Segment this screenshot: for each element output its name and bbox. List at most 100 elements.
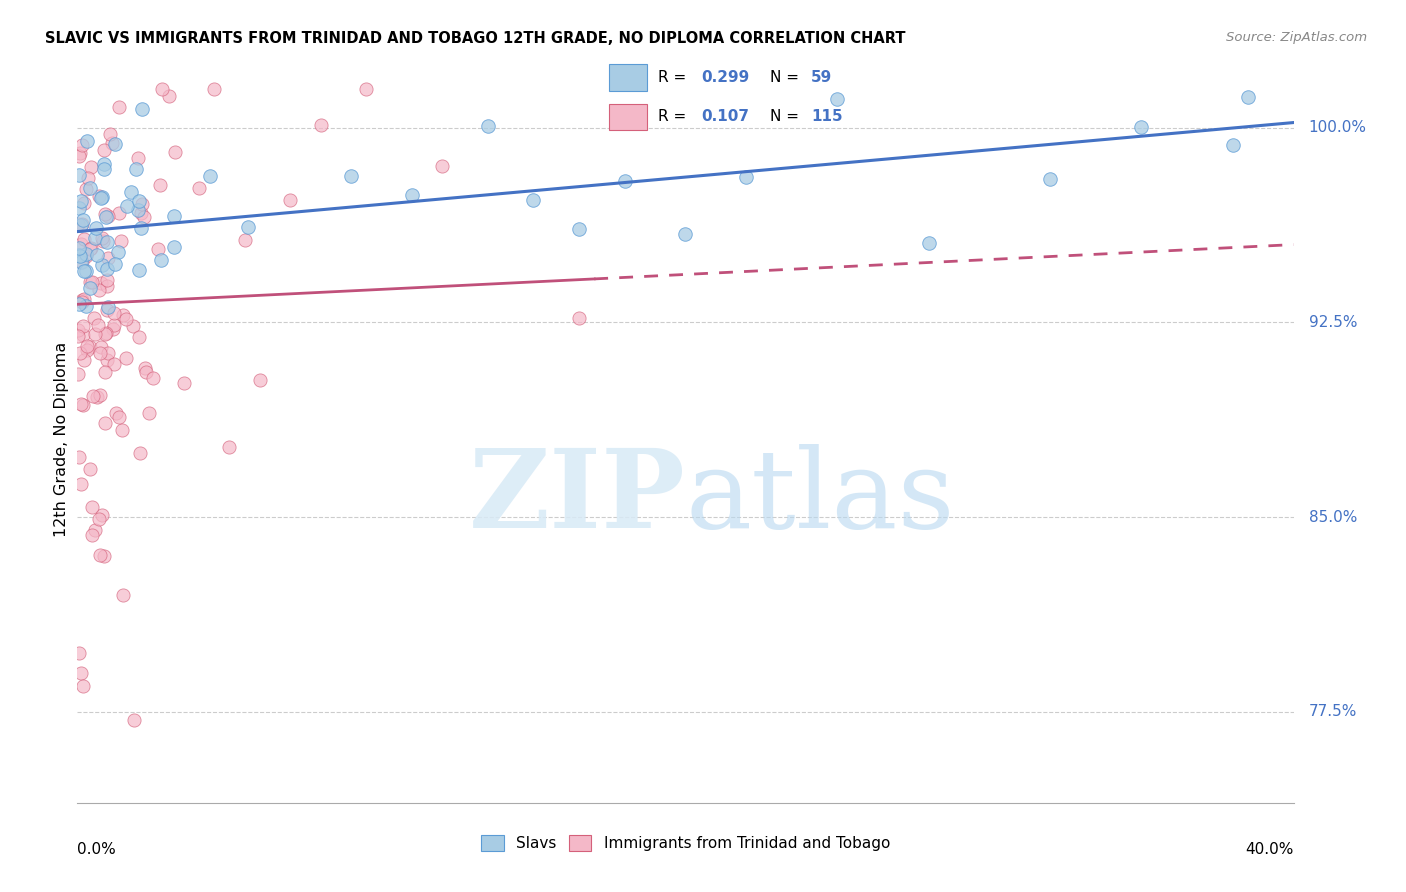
Text: N =: N =: [770, 70, 804, 85]
Text: N =: N =: [770, 110, 804, 124]
Point: [1039, 171, 1062, 186]
Point: [233, 233, 256, 247]
Point: [89, 387, 111, 401]
Point: [112, 588, 135, 602]
Point: [76, 343, 98, 357]
Point: [104, 406, 127, 420]
Point: [67, 169, 90, 183]
Point: [70, 254, 93, 268]
Point: [163, 145, 186, 160]
Point: [1222, 138, 1244, 153]
Text: R =: R =: [658, 70, 692, 85]
Text: atlas: atlas: [686, 444, 955, 551]
Point: [93, 206, 115, 220]
Point: [96, 272, 118, 286]
Text: 115: 115: [811, 110, 842, 124]
Point: [173, 376, 195, 391]
Point: [72, 217, 94, 231]
Point: [70, 218, 93, 232]
Point: [94, 326, 117, 341]
Point: [72, 295, 94, 310]
Point: [66, 367, 89, 381]
Point: [69, 146, 91, 161]
Point: [163, 239, 186, 253]
Point: [134, 361, 156, 376]
Point: [157, 89, 180, 103]
Point: [96, 278, 118, 293]
Point: [83, 310, 105, 325]
Point: [79, 340, 101, 354]
Point: [82, 389, 104, 403]
Point: [111, 424, 134, 438]
Point: [72, 327, 94, 342]
Text: 92.5%: 92.5%: [1309, 315, 1357, 330]
Point: [73, 353, 96, 368]
Point: [103, 318, 125, 332]
Point: [94, 365, 117, 379]
Point: [70, 293, 93, 307]
Point: [73, 263, 96, 277]
Point: [67, 248, 90, 262]
Point: [127, 202, 149, 217]
Point: [67, 241, 90, 255]
Point: [146, 243, 169, 257]
Point: [97, 209, 120, 223]
Point: [354, 82, 377, 96]
Point: [67, 323, 90, 337]
Point: [77, 170, 100, 185]
Point: [200, 169, 222, 183]
Point: [69, 249, 91, 263]
Point: [67, 217, 90, 231]
Point: [107, 100, 129, 114]
Point: [70, 476, 93, 491]
Point: [122, 319, 145, 334]
Text: 0.107: 0.107: [702, 110, 749, 124]
Point: [522, 193, 544, 207]
Point: [87, 512, 110, 526]
Point: [69, 665, 91, 680]
Point: [163, 209, 186, 223]
Point: [96, 261, 118, 276]
Point: [75, 263, 97, 277]
Point: [125, 162, 148, 177]
Point: [79, 242, 101, 256]
Point: [70, 255, 93, 269]
Point: [90, 508, 112, 523]
Point: [127, 151, 149, 165]
Point: [131, 206, 153, 220]
Point: [107, 244, 129, 259]
Text: 40.0%: 40.0%: [1246, 842, 1294, 856]
Point: [218, 440, 240, 454]
Point: [69, 345, 91, 359]
Point: [80, 241, 103, 255]
Point: [120, 185, 142, 199]
Point: [70, 236, 93, 251]
Point: [122, 713, 145, 727]
Point: [97, 345, 120, 359]
Point: [86, 390, 108, 404]
Point: [90, 340, 112, 354]
Point: [98, 127, 121, 141]
Point: [96, 303, 118, 318]
Text: 100.0%: 100.0%: [1309, 120, 1367, 136]
Point: [613, 174, 636, 188]
Point: [115, 311, 138, 326]
Point: [134, 210, 156, 224]
Text: R =: R =: [658, 110, 692, 124]
Point: [152, 82, 174, 96]
Point: [82, 528, 104, 542]
Point: [72, 679, 94, 693]
Point: [67, 296, 90, 310]
Point: [76, 134, 98, 148]
Point: [93, 234, 115, 248]
Point: [73, 195, 96, 210]
Point: [103, 306, 125, 320]
Point: [94, 326, 117, 340]
Point: [568, 311, 591, 326]
Text: Source: ZipAtlas.com: Source: ZipAtlas.com: [1226, 31, 1367, 45]
Point: [80, 160, 103, 174]
Point: [70, 396, 93, 410]
Point: [86, 248, 108, 262]
Point: [117, 199, 139, 213]
Point: [278, 193, 301, 207]
